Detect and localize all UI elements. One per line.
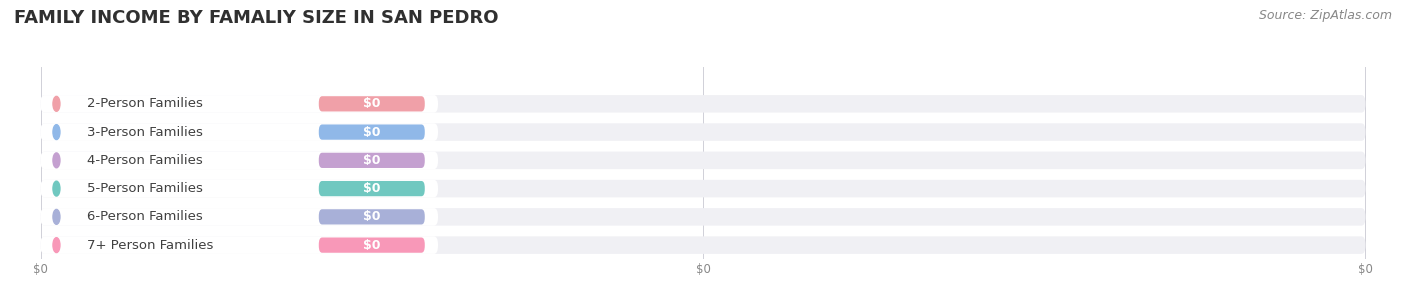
Text: $0: $0 <box>363 239 381 252</box>
Text: 4-Person Families: 4-Person Families <box>87 154 202 167</box>
FancyBboxPatch shape <box>319 238 425 253</box>
FancyBboxPatch shape <box>41 123 1365 141</box>
Text: 5-Person Families: 5-Person Families <box>87 182 202 195</box>
FancyBboxPatch shape <box>41 236 1365 254</box>
Circle shape <box>53 210 60 224</box>
FancyBboxPatch shape <box>319 96 425 111</box>
Text: Source: ZipAtlas.com: Source: ZipAtlas.com <box>1258 9 1392 22</box>
Text: 6-Person Families: 6-Person Families <box>87 210 202 223</box>
Text: 2-Person Families: 2-Person Families <box>87 97 202 110</box>
FancyBboxPatch shape <box>319 153 425 168</box>
Text: $0: $0 <box>363 154 381 167</box>
FancyBboxPatch shape <box>41 180 1365 197</box>
FancyBboxPatch shape <box>41 95 1365 113</box>
Circle shape <box>53 96 60 111</box>
FancyBboxPatch shape <box>41 180 439 197</box>
Text: $0: $0 <box>363 210 381 223</box>
Circle shape <box>53 153 60 168</box>
FancyBboxPatch shape <box>319 181 425 196</box>
Circle shape <box>53 181 60 196</box>
FancyBboxPatch shape <box>41 208 1365 226</box>
Circle shape <box>53 238 60 253</box>
FancyBboxPatch shape <box>319 124 425 140</box>
Circle shape <box>53 125 60 140</box>
FancyBboxPatch shape <box>41 208 439 226</box>
FancyBboxPatch shape <box>41 152 439 169</box>
FancyBboxPatch shape <box>41 152 1365 169</box>
FancyBboxPatch shape <box>41 95 439 113</box>
Text: 3-Person Families: 3-Person Families <box>87 126 202 138</box>
Text: $0: $0 <box>363 97 381 110</box>
Text: $0: $0 <box>363 126 381 138</box>
FancyBboxPatch shape <box>41 236 439 254</box>
Text: $0: $0 <box>363 182 381 195</box>
Text: FAMILY INCOME BY FAMALIY SIZE IN SAN PEDRO: FAMILY INCOME BY FAMALIY SIZE IN SAN PED… <box>14 9 499 27</box>
FancyBboxPatch shape <box>41 123 439 141</box>
Text: 7+ Person Families: 7+ Person Families <box>87 239 214 252</box>
FancyBboxPatch shape <box>319 209 425 224</box>
